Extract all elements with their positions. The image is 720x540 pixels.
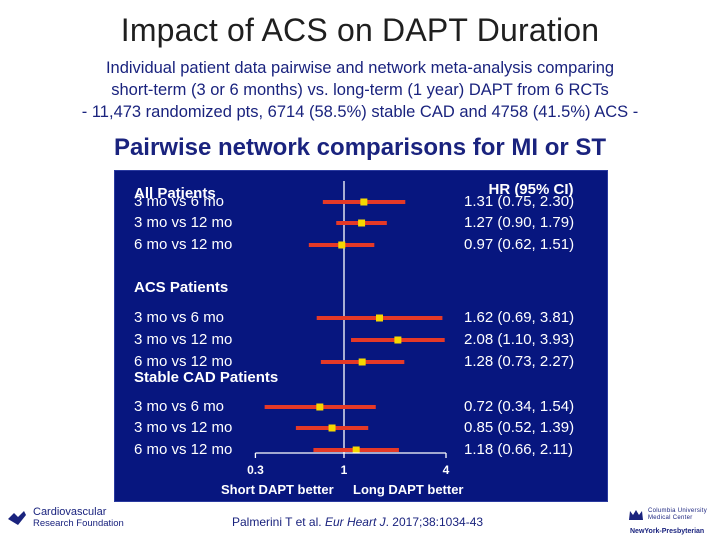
forest-plot: HR (95% CI) All Patients 3 mo vs 6 mo 1.31… xyxy=(114,170,608,502)
columbia-logo-line-2: Medical Center xyxy=(648,515,693,521)
hr-point xyxy=(338,241,346,249)
hr-value: 1.18 (0.66, 2.11) xyxy=(464,441,573,458)
crf-logo-icon xyxy=(8,511,26,525)
hr-point xyxy=(360,198,368,206)
subtitle-line-2: short-term (3 or 6 months) vs. long-term… xyxy=(111,81,609,99)
hr-point xyxy=(358,358,366,366)
comparison-label: 3 mo vs 12 mo xyxy=(134,331,233,348)
hr-point xyxy=(394,336,402,344)
comparison-label: 3 mo vs 12 mo xyxy=(134,214,233,231)
crf-logo-line-1: Cardiovascular xyxy=(33,506,107,518)
hr-value: 0.97 (0.62, 1.51) xyxy=(464,236,575,253)
section-title: Pairwise network comparisons for MI or S… xyxy=(113,134,607,161)
hr-point xyxy=(328,424,336,432)
hr-point xyxy=(375,314,383,322)
slide-title: Impact of ACS on DAPT Duration xyxy=(120,12,600,48)
group-label: All Patients xyxy=(134,185,216,202)
subtitle-line-3: - 11,473 randomized pts, 6714 (58.5%) st… xyxy=(81,103,639,121)
hr-column-header: HR (95% CI) xyxy=(488,181,574,198)
hr-value: 1.27 (0.90, 1.79) xyxy=(464,214,575,231)
hr-value: 1.31 (0.75, 2.30) xyxy=(464,193,575,210)
hr-point xyxy=(352,446,360,454)
columbia-nyp-logo: Columbia University Medical Center NewYo… xyxy=(628,508,718,538)
comparison-label: 3 mo vs 12 mo xyxy=(134,419,233,436)
group-label: Stable CAD Patients xyxy=(134,369,279,386)
crown-icon xyxy=(629,510,643,520)
comparison-label: 6 mo vs 12 mo xyxy=(134,353,233,370)
x-label-right: Long DAPT better xyxy=(353,482,464,497)
hr-value: 1.62 (0.69, 3.81) xyxy=(464,309,575,326)
crf-logo-line-2: Research Foundation xyxy=(33,518,124,529)
comparison-label: 3 mo vs 6 mo xyxy=(134,309,225,326)
comparison-label: 6 mo vs 12 mo xyxy=(134,236,233,253)
hr-value: 0.72 (0.34, 1.54) xyxy=(464,398,575,415)
group-label: ACS Patients xyxy=(134,279,229,296)
x-tick-label: 1 xyxy=(340,463,348,477)
x-tick-label: 0.3 xyxy=(247,463,264,477)
comparison-label: 6 mo vs 12 mo xyxy=(134,441,233,458)
comparison-label: 3 mo vs 6 mo xyxy=(134,398,225,415)
citation-authors: Palmerini T et al. xyxy=(232,515,325,529)
x-tick-label: 4 xyxy=(442,463,450,477)
forest-plot-svg xyxy=(254,181,447,458)
columbia-logo-line-1: Columbia University xyxy=(648,508,708,514)
citation: Palmerini T et al. Eur Heart J. 2017;38:… xyxy=(232,515,483,529)
crf-logo: Cardiovascular Research Foundation xyxy=(6,507,124,529)
citation-details: . 2017;38:1034-43 xyxy=(385,515,484,529)
subtitle-line-1: Individual patient data pairwise and net… xyxy=(105,59,615,77)
hr-point xyxy=(358,219,366,227)
citation-journal: Eur Heart J xyxy=(324,515,386,529)
nyp-logo-text: NewYork-Presbyterian xyxy=(630,528,705,535)
hr-value: 2.08 (1.10, 3.93) xyxy=(464,331,575,348)
hr-point xyxy=(316,403,324,411)
hr-value: 0.85 (0.52, 1.39) xyxy=(464,419,575,436)
hr-value: 1.28 (0.73, 2.27) xyxy=(464,353,575,370)
comparison-label: 3 mo vs 6 mo xyxy=(134,193,225,210)
x-label-left: Short DAPT better xyxy=(221,482,334,497)
